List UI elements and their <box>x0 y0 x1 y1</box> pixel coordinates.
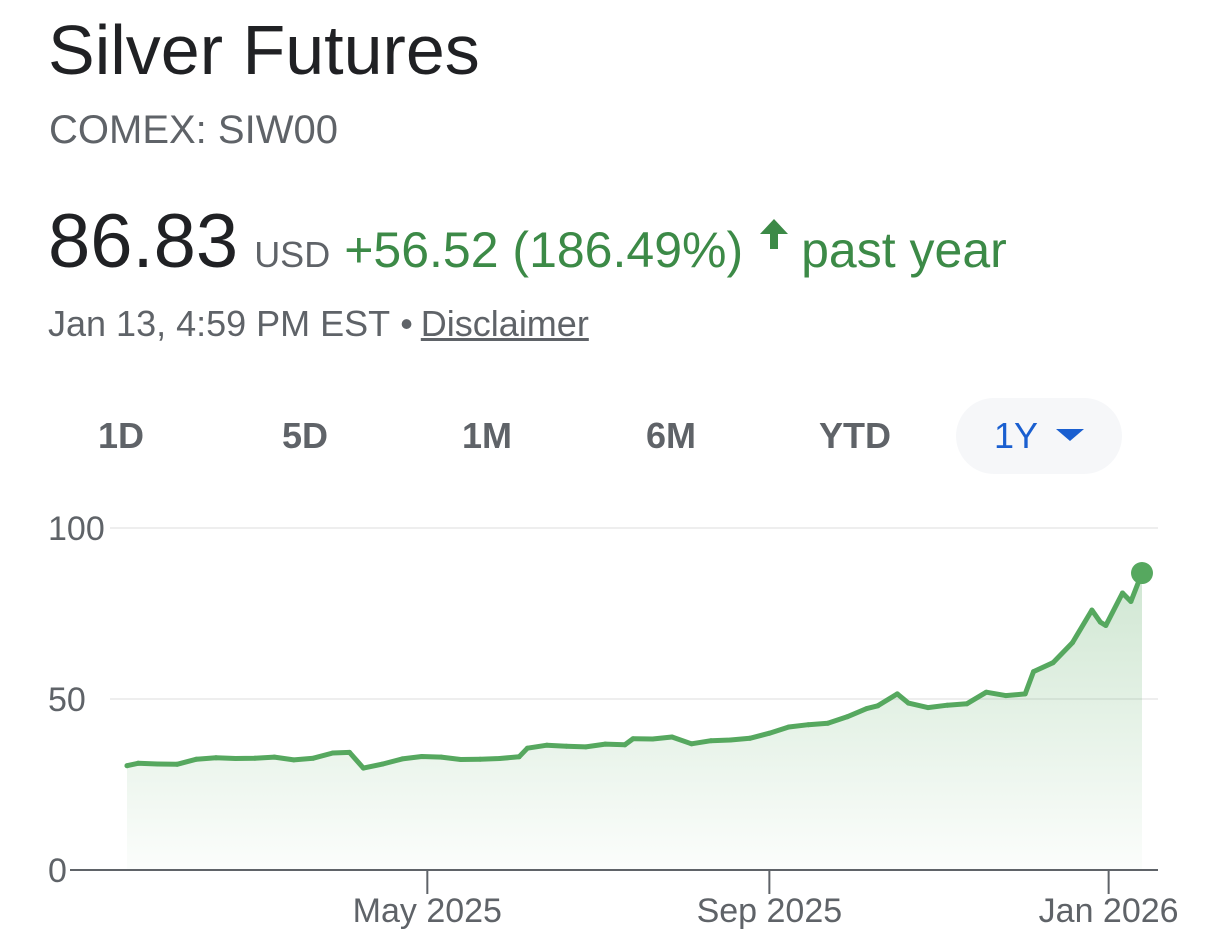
range-label: 1Y <box>993 415 1039 456</box>
page-title: Silver Futures <box>48 11 480 89</box>
data-point <box>135 760 141 766</box>
x-tick-label: Sep 2025 <box>697 892 843 930</box>
meta-separator: • <box>400 303 413 344</box>
price-chart[interactable]: 0 50 100 May 2025 Sep 2025 Jan 2026 <box>0 500 1206 950</box>
quote-row: 86.83 USD +56.52 (186.49%) past year <box>48 200 1007 284</box>
chevron-down-icon[interactable] <box>1056 429 1085 442</box>
data-point <box>291 757 297 763</box>
range-1d[interactable]: 1D <box>60 398 182 474</box>
data-point <box>380 761 386 767</box>
data-point <box>708 738 714 744</box>
y-tick-label: 50 <box>48 681 86 719</box>
data-point <box>438 754 444 760</box>
data-point <box>805 722 811 728</box>
data-point <box>271 754 277 760</box>
data-point <box>1128 599 1134 604</box>
data-point <box>669 734 675 740</box>
price-area <box>127 573 1142 870</box>
data-point <box>399 756 405 762</box>
data-point <box>727 737 733 743</box>
data-point <box>477 756 483 762</box>
range-selector: 1D 5D 1M 6M YTD 1Y <box>0 398 1206 476</box>
range-label: 5D <box>281 415 329 456</box>
data-point <box>622 742 628 748</box>
data-point <box>602 741 608 747</box>
data-point <box>1070 640 1075 646</box>
change-period: past year <box>801 222 1007 278</box>
data-point <box>1022 691 1028 697</box>
data-point <box>1103 623 1109 628</box>
data-point <box>419 754 425 759</box>
currency-label: USD <box>254 234 331 275</box>
data-point <box>1097 619 1103 625</box>
data-point <box>583 744 589 750</box>
data-point <box>864 706 870 712</box>
data-point <box>497 756 503 761</box>
data-point <box>233 756 238 761</box>
x-tick-label: Jan 2026 <box>1039 892 1179 930</box>
y-tick-label: 0 <box>48 852 67 890</box>
exchange-ticker: COMEX: SIW00 <box>49 108 338 152</box>
data-point <box>310 755 316 761</box>
x-tick-label: May 2025 <box>353 892 502 930</box>
data-point <box>944 702 950 708</box>
range-label: 1M <box>461 415 512 456</box>
data-point <box>1003 693 1009 699</box>
data-point <box>844 714 850 720</box>
data-point <box>124 763 130 769</box>
data-point <box>1089 607 1095 613</box>
disclaimer-link[interactable]: Disclaimer <box>420 303 589 344</box>
range-label: 1D <box>97 415 145 456</box>
latest-price-marker <box>1131 562 1153 585</box>
data-point <box>786 724 792 730</box>
data-point <box>983 689 989 695</box>
quote-meta: Jan 13, 4:59 PM EST • Disclaimer <box>48 303 589 345</box>
data-point <box>174 761 180 767</box>
data-point <box>747 735 753 741</box>
data-point <box>825 720 831 726</box>
data-point <box>544 742 550 748</box>
data-point <box>766 730 772 736</box>
data-point <box>213 755 219 761</box>
data-point <box>689 741 694 747</box>
data-point <box>524 745 530 751</box>
range-6m[interactable]: 6M <box>610 398 732 474</box>
range-1m[interactable]: 1M <box>426 398 548 474</box>
data-point <box>630 736 636 742</box>
data-point <box>194 756 199 762</box>
data-point <box>1050 660 1056 666</box>
data-point <box>650 736 656 742</box>
data-point <box>252 755 258 761</box>
data-point <box>330 750 336 756</box>
data-point <box>894 691 900 697</box>
data-point <box>964 701 970 707</box>
range-label: YTD <box>819 415 891 456</box>
data-point <box>458 757 464 762</box>
range-5d[interactable]: 5D <box>244 398 366 474</box>
y-tick-label: 100 <box>48 510 105 548</box>
data-point <box>347 749 352 755</box>
range-label: 6M <box>645 415 696 456</box>
data-point <box>516 754 522 760</box>
data-point <box>1031 669 1036 675</box>
arrow-up-icon <box>757 217 791 251</box>
data-point <box>925 705 931 711</box>
range-ytd[interactable]: YTD <box>790 398 920 474</box>
quote-timestamp: Jan 13, 4:59 PM EST <box>48 303 391 344</box>
data-point <box>875 703 881 709</box>
price-change: +56.52 (186.49%) <box>344 222 744 278</box>
current-price: 86.83 <box>48 199 239 284</box>
data-point <box>905 700 911 706</box>
data-point <box>1120 590 1125 596</box>
data-point <box>563 743 569 749</box>
data-point <box>360 765 366 771</box>
data-point <box>155 761 161 767</box>
range-1y[interactable]: 1Y <box>956 398 1122 474</box>
